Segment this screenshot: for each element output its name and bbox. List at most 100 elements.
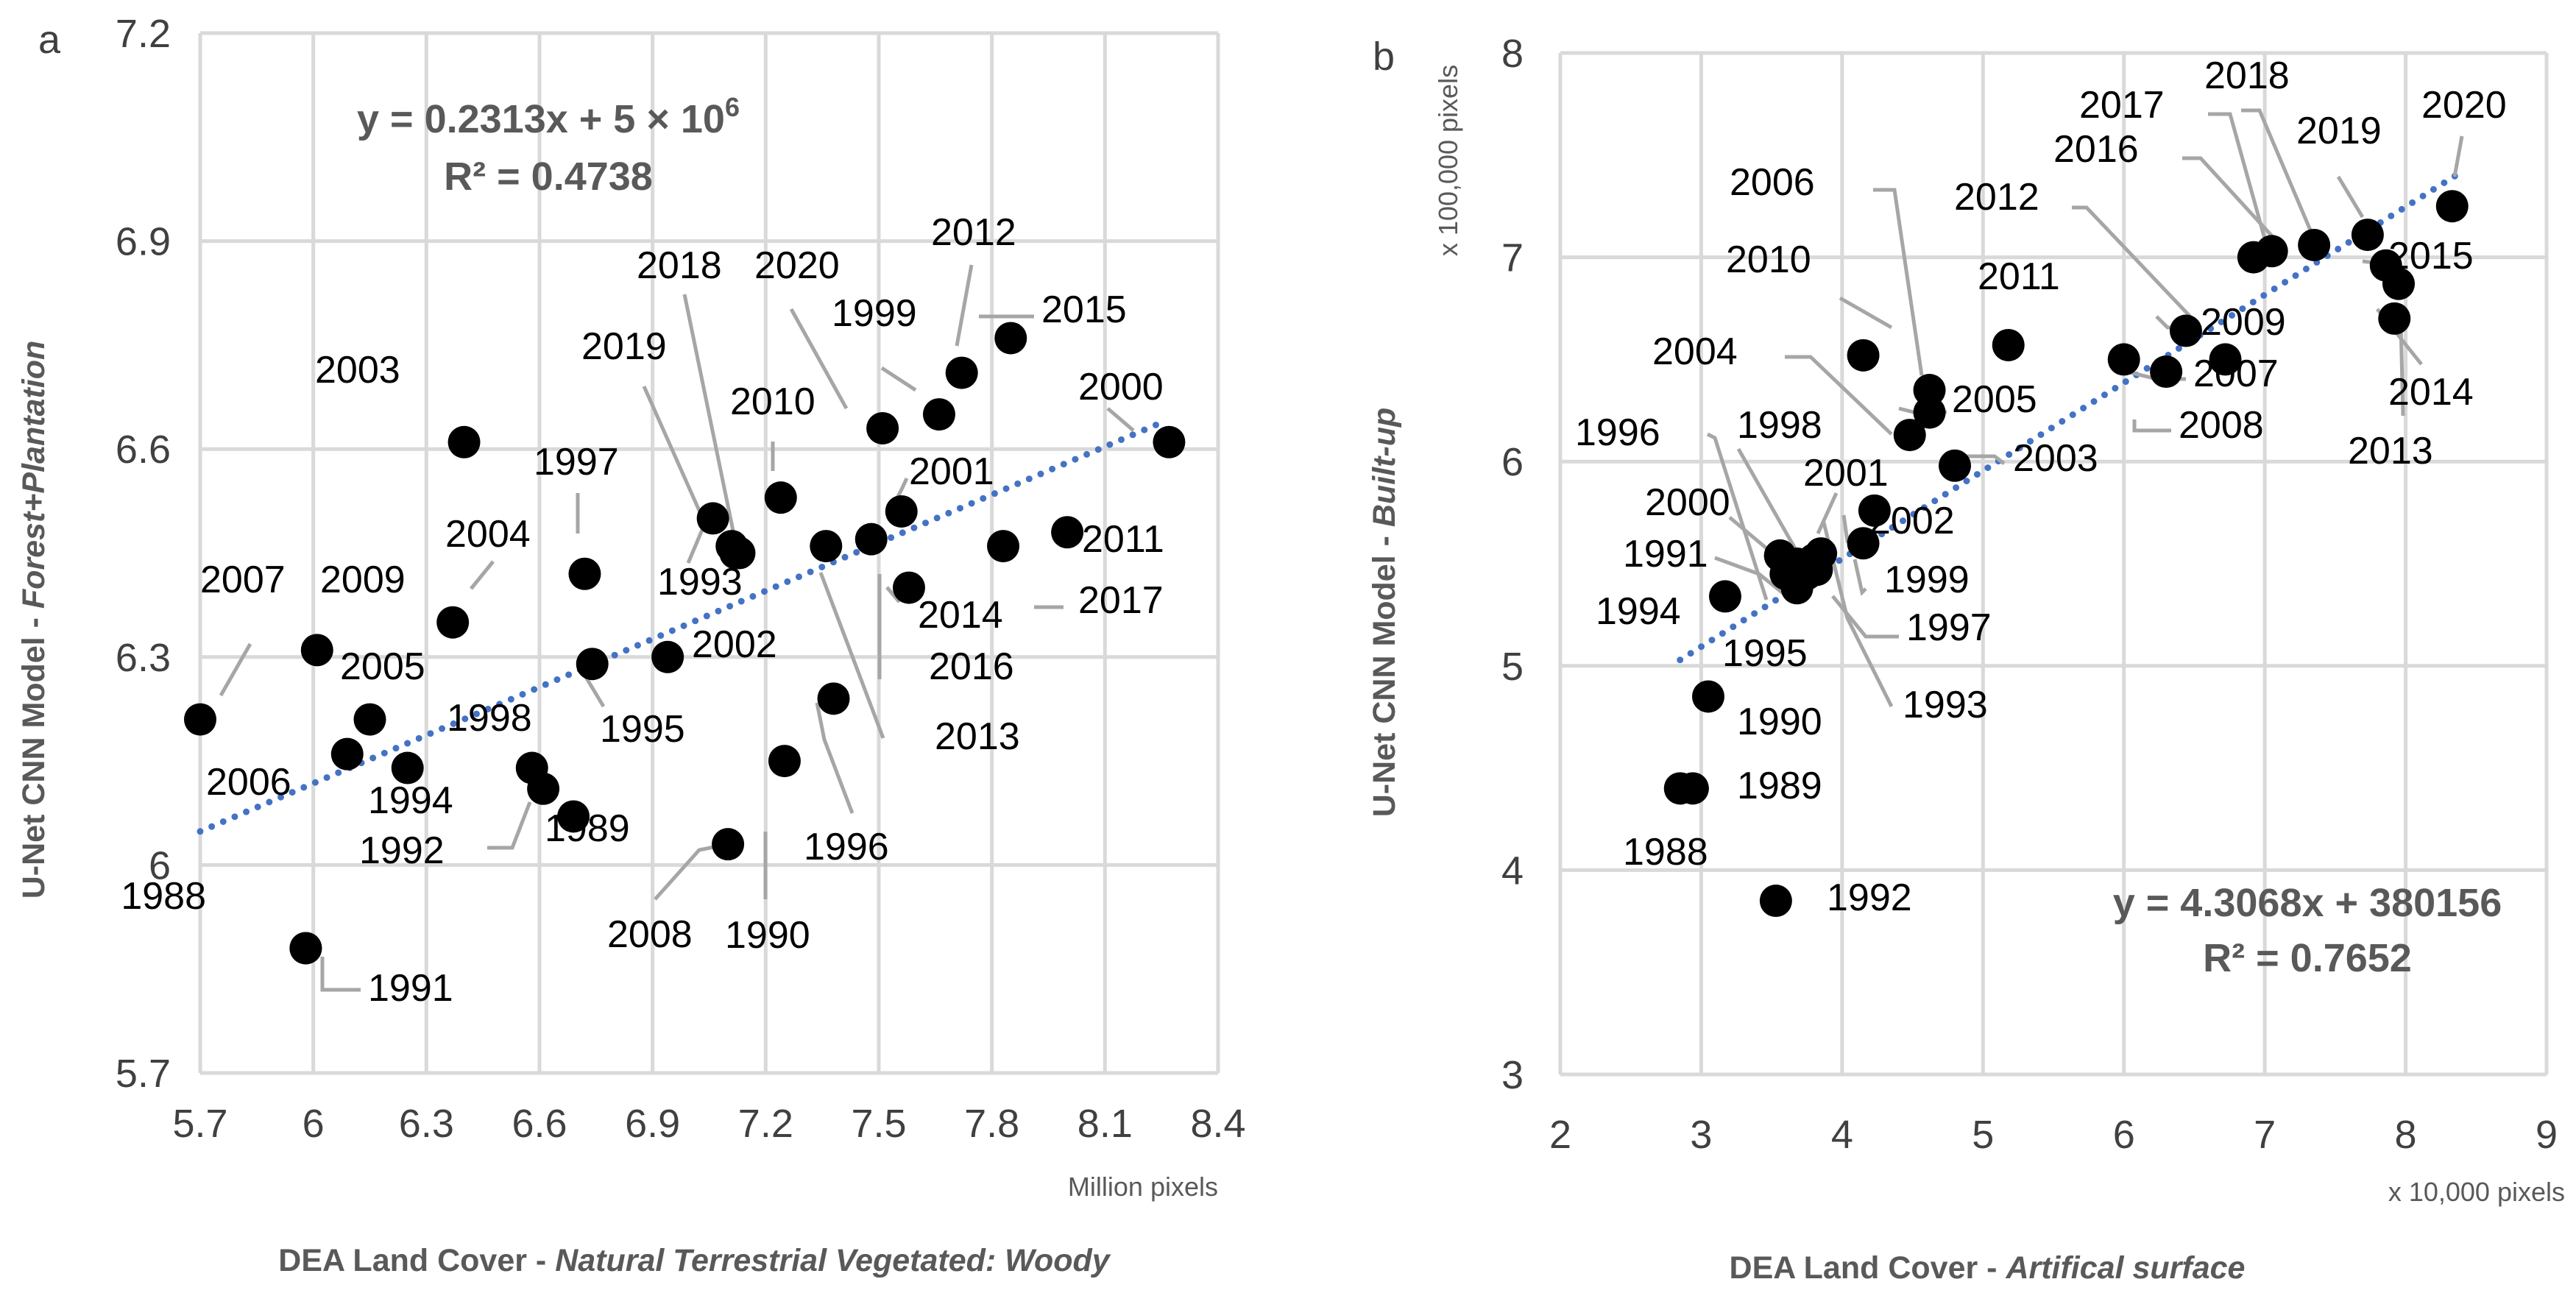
leader-line-2014 bbox=[885, 586, 901, 603]
point-label-1997: 1997 bbox=[1906, 606, 1992, 649]
data-point-2012 bbox=[2150, 355, 2183, 389]
point-label-2004: 2004 bbox=[445, 513, 531, 556]
data-point-1994 bbox=[1708, 580, 1741, 613]
point-label-1989: 1989 bbox=[545, 807, 630, 850]
point-label-2008: 2008 bbox=[607, 913, 693, 956]
data-point-2019 bbox=[2351, 219, 2384, 252]
point-label-2000: 2000 bbox=[1078, 366, 1164, 408]
point-label-1997: 1997 bbox=[534, 441, 619, 483]
point-label-2008: 2008 bbox=[2179, 404, 2264, 447]
panel-a-x-unit: Million pixels bbox=[1068, 1172, 1218, 1202]
panel-a-chart: a 19881989199019911992199319941995199619… bbox=[16, 12, 1246, 1278]
data-point-1997 bbox=[568, 557, 601, 590]
x-tick-label: 6.3 bbox=[399, 1102, 454, 1146]
panel-a-y-title: U-Net CNN Model - Forest+Plantation bbox=[16, 341, 52, 899]
point-label-2016: 2016 bbox=[929, 645, 1014, 688]
point-label-1989: 1989 bbox=[1737, 765, 1822, 807]
point-label-2012: 2012 bbox=[1954, 176, 2039, 219]
panel-a-y-title-prefix: U-Net CNN Model - bbox=[16, 609, 52, 899]
y-tick-label: 7.2 bbox=[116, 12, 171, 56]
data-point-2007 bbox=[2209, 343, 2242, 376]
data-point-2003 bbox=[1939, 449, 1971, 482]
data-point-2015 bbox=[2369, 249, 2402, 282]
y-tick-label: 8 bbox=[1501, 32, 1524, 76]
point-label-1993: 1993 bbox=[657, 561, 743, 603]
panel-b-x-ticks: 2 3 4 5 6 7 8 9 bbox=[1549, 1113, 2558, 1157]
data-point-2002 bbox=[1858, 494, 1891, 527]
data-point-2019 bbox=[696, 502, 729, 535]
point-label-2003: 2003 bbox=[2013, 437, 2098, 480]
point-label-2014: 2014 bbox=[918, 594, 1003, 637]
point-label-2006: 2006 bbox=[1730, 161, 1815, 204]
data-point-2012 bbox=[945, 356, 978, 389]
x-tick-label: 6 bbox=[302, 1102, 325, 1146]
x-tick-label: 8.1 bbox=[1078, 1102, 1133, 1146]
data-point-2002 bbox=[651, 640, 684, 673]
data-point-2006 bbox=[1913, 374, 1946, 407]
leader-line-2000 bbox=[1106, 407, 1135, 432]
leader-line-2019 bbox=[642, 385, 705, 520]
x-tick-label: 6 bbox=[2113, 1113, 2135, 1157]
point-label-2005: 2005 bbox=[340, 645, 425, 688]
leader-line-1996 bbox=[815, 702, 854, 814]
point-label-2005: 2005 bbox=[1952, 378, 2037, 421]
y-tick-label: 5 bbox=[1501, 645, 1524, 689]
panel-a-grid bbox=[198, 31, 1220, 1075]
panel-a-x-title-prefix: DEA Land Cover - bbox=[278, 1243, 555, 1278]
point-label-2019: 2019 bbox=[2296, 110, 2382, 152]
panel-a-leader-lines bbox=[219, 264, 1135, 992]
point-label-1988: 1988 bbox=[1623, 831, 1708, 874]
panel-b-y-title: U-Net CNN Model - Built-up bbox=[1367, 408, 1402, 818]
point-label-2003: 2003 bbox=[315, 349, 400, 392]
leader-line-1992 bbox=[487, 801, 532, 850]
leader-line-2003 bbox=[1965, 454, 2006, 465]
point-label-1995: 1995 bbox=[600, 708, 685, 751]
data-point-2020 bbox=[866, 411, 899, 444]
leader-line-2020 bbox=[789, 308, 849, 410]
panel-a-point-labels: 1988 1989 1990 1991 1992 1993 1994 1995 1996 1997… bbox=[121, 211, 1164, 1010]
x-tick-label: 7 bbox=[2254, 1113, 2276, 1157]
y-tick-label: 4 bbox=[1501, 849, 1524, 893]
leader-line-1998 bbox=[1736, 447, 1808, 568]
point-label-2014: 2014 bbox=[2388, 371, 2474, 414]
data-point-unlabeled bbox=[768, 745, 801, 778]
point-label-1993: 1993 bbox=[1903, 684, 1988, 726]
y-tick-label: 5.7 bbox=[116, 1052, 171, 1096]
x-tick-label: 6.6 bbox=[512, 1102, 567, 1146]
data-point-2018 bbox=[2298, 228, 2331, 261]
point-label-1990: 1990 bbox=[1737, 701, 1822, 743]
data-point-2001 bbox=[1797, 543, 1830, 576]
y-tick-label: 7 bbox=[1501, 236, 1524, 280]
panel-b-point-labels: 1988 1989 1990 1991 1992 1993 1994 1995 1996 1997… bbox=[1575, 54, 2507, 919]
panel-b-x-unit: x 10,000 pixels bbox=[2388, 1177, 2565, 1207]
leader-line-2016 bbox=[2182, 156, 2283, 248]
x-tick-label: 5 bbox=[1972, 1113, 1994, 1157]
point-label-1999: 1999 bbox=[1884, 559, 1970, 601]
point-label-2013: 2013 bbox=[935, 715, 1020, 758]
leader-line-2001 bbox=[1816, 492, 1839, 535]
point-label-2017: 2017 bbox=[2079, 84, 2165, 127]
point-label-2015: 2015 bbox=[1041, 288, 1127, 331]
data-point-2011 bbox=[1992, 328, 2025, 361]
point-label-2020: 2020 bbox=[2421, 84, 2507, 127]
data-point-2003 bbox=[447, 425, 481, 458]
point-label-2007: 2007 bbox=[200, 559, 286, 601]
x-tick-label: 8.4 bbox=[1190, 1102, 1245, 1146]
data-point-2020 bbox=[2435, 190, 2469, 223]
point-label-2001: 2001 bbox=[1803, 452, 1889, 495]
point-label-2011: 2011 bbox=[1978, 255, 2060, 298]
point-label-1994: 1994 bbox=[368, 779, 453, 822]
point-label-2020: 2020 bbox=[754, 244, 840, 287]
point-label-2006: 2006 bbox=[206, 761, 291, 804]
point-label-2009: 2009 bbox=[2201, 301, 2286, 344]
point-label-2012: 2012 bbox=[931, 211, 1016, 254]
panel-b-chart: b 19881989199019911992199319941995199619… bbox=[1367, 32, 2565, 1286]
point-label-2018: 2018 bbox=[637, 244, 722, 287]
point-label-1996: 1996 bbox=[804, 826, 889, 868]
point-label-1994: 1994 bbox=[1596, 590, 1681, 633]
panel-a-y-title-italic: Forest+Plantation bbox=[16, 341, 52, 609]
data-point-2009 bbox=[2169, 314, 2202, 347]
x-tick-label: 7.8 bbox=[964, 1102, 1019, 1146]
panel-a-equation: y = 0.2313x + 5 × 106 bbox=[357, 92, 740, 141]
x-tick-label: 6.9 bbox=[625, 1102, 680, 1146]
